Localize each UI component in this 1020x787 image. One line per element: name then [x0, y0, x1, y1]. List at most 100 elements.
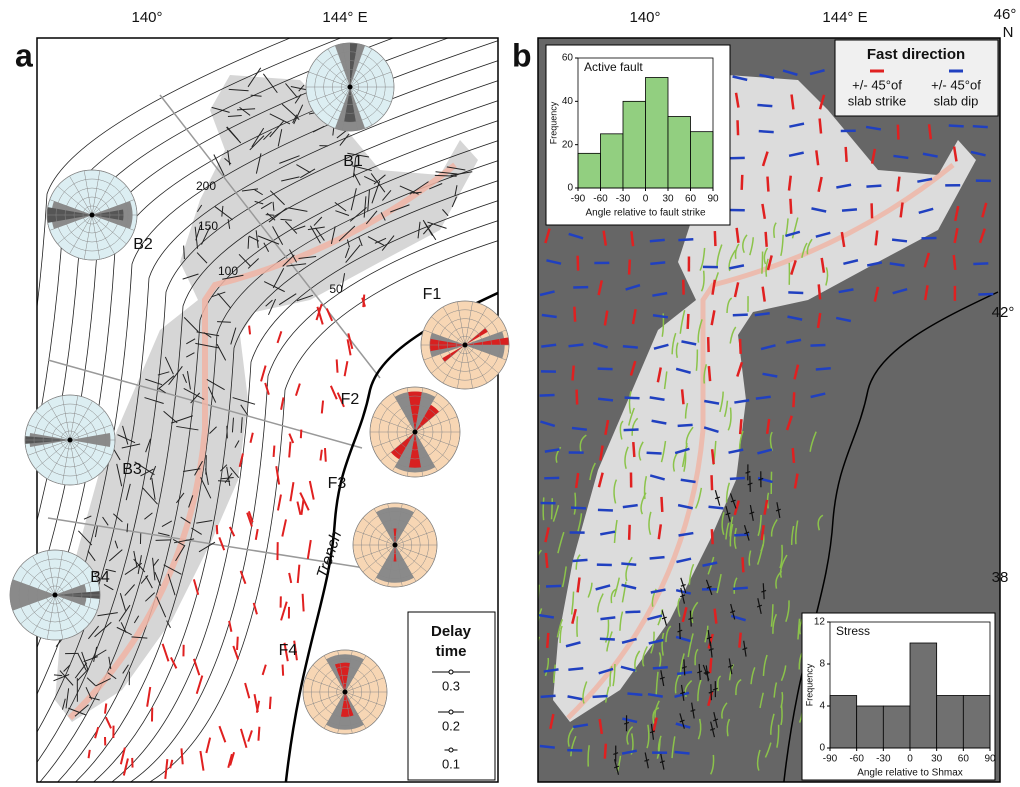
- rose-center: [90, 213, 95, 218]
- fast-dir-strike: [766, 232, 767, 247]
- fast-dir-dip: [600, 617, 615, 619]
- fast-dir-dip: [675, 752, 690, 753]
- fast-dir-dip: [973, 126, 988, 127]
- legend-label: slab dip: [934, 93, 979, 108]
- fast-dir-strike: [767, 177, 768, 192]
- bar: [963, 696, 990, 749]
- fast-dir-dip: [650, 557, 665, 558]
- legend-label: 0.1: [442, 756, 460, 771]
- y-tick-label: 8: [819, 659, 825, 670]
- rose-center: [393, 543, 398, 548]
- fast-dir-strike: [629, 525, 630, 540]
- fast-dir-dip: [571, 508, 586, 509]
- rose-center: [413, 430, 418, 435]
- x-tick-label: -90: [823, 754, 838, 765]
- fast-dir-dip: [842, 209, 857, 210]
- panel-label: b: [512, 37, 532, 73]
- fast-dir-strike: [578, 256, 579, 271]
- x-tick-label: -60: [849, 754, 864, 765]
- fast-dir-dip: [949, 126, 964, 127]
- y-tick-label: 4: [819, 701, 825, 712]
- lat-label: N: [1003, 24, 1014, 41]
- contour-label: 100: [218, 264, 238, 278]
- split-stick-offshore: [181, 748, 182, 764]
- x-tick-label: 60: [958, 754, 970, 765]
- x-tick-label: 30: [931, 754, 943, 765]
- bar: [623, 101, 646, 188]
- fast-dir-strike: [876, 230, 878, 245]
- fast-dir-dip: [650, 240, 665, 241]
- fast-dir-dip: [625, 398, 640, 399]
- fast-dir-dip: [647, 453, 662, 454]
- bar: [601, 134, 624, 188]
- split-stick-offshore: [320, 450, 321, 461]
- rose-center: [68, 438, 73, 443]
- x-tick-label: -30: [616, 194, 631, 205]
- fast-dir-strike: [738, 120, 739, 135]
- fast-dir-dip: [788, 292, 803, 293]
- fast-dir-dip: [810, 345, 825, 346]
- fast-dir-dip: [540, 395, 555, 396]
- region-label: B2: [133, 236, 153, 253]
- fast-dir-dip: [816, 368, 831, 369]
- fast-dir-dip: [866, 186, 881, 187]
- y-axis-label: Frequency: [804, 663, 814, 706]
- fast-dir-dip: [759, 131, 774, 132]
- fast-dir-strike: [709, 366, 710, 381]
- fast-dir-strike: [789, 176, 791, 191]
- y-axis-label: Frequency: [548, 101, 558, 144]
- panel-label: a: [15, 37, 33, 73]
- fast-dir-strike: [547, 633, 548, 648]
- region-label: F1: [423, 286, 442, 303]
- split-stick-offshore: [303, 594, 304, 612]
- fast-dir-dip: [973, 263, 988, 264]
- fast-dir-dip: [978, 294, 993, 295]
- split-stick-offshore: [270, 697, 271, 709]
- fast-dir-strike: [631, 231, 633, 246]
- x-tick-label: 60: [685, 194, 697, 205]
- bar: [857, 706, 884, 748]
- fast-dir-strike: [793, 392, 794, 407]
- fast-dir-strike: [740, 339, 741, 354]
- bar: [883, 706, 910, 748]
- fast-dir-strike: [898, 125, 899, 140]
- fast-dir-dip: [541, 696, 556, 697]
- active-fault: [532, 630, 533, 651]
- fast-dir-strike: [743, 557, 744, 572]
- split-stick-offshore: [322, 401, 323, 414]
- split-stick-offshore: [258, 727, 259, 741]
- fast-dir-dip: [546, 586, 561, 587]
- bar: [668, 117, 691, 189]
- lon-label: 144° E: [822, 9, 867, 26]
- split-stick-offshore: [274, 446, 275, 457]
- fast-dir-dip: [621, 563, 636, 564]
- contour-label: 150: [198, 219, 218, 233]
- x-axis-label: Angle relative to fault strike: [585, 208, 705, 219]
- fast-dir-dip: [757, 105, 772, 106]
- y-tick-label: 60: [562, 53, 574, 64]
- fast-dir-strike: [739, 633, 740, 648]
- lon-label: 144° E: [322, 9, 367, 26]
- region-label: F4: [279, 642, 298, 659]
- fast-dir-strike: [605, 744, 606, 759]
- x-tick-label: 30: [662, 194, 674, 205]
- fast-dir-strike: [661, 497, 662, 512]
- fast-dir-strike: [929, 124, 931, 139]
- y-tick-label: 12: [814, 617, 826, 628]
- fast-dir-strike: [820, 119, 821, 134]
- fast-dir-dip: [540, 746, 555, 748]
- split-stick: [217, 322, 231, 323]
- split-stick: [266, 215, 275, 216]
- split-stick-offshore: [283, 665, 284, 676]
- rose-center: [53, 593, 58, 598]
- contour-label: 50: [329, 282, 343, 296]
- split-stick: [218, 481, 230, 482]
- fast-dir-strike: [546, 553, 547, 568]
- legend-title: Delay: [431, 623, 472, 640]
- fast-dir-dip: [598, 399, 613, 401]
- split-stick-offshore: [363, 295, 364, 308]
- x-tick-label: 0: [907, 754, 913, 765]
- fast-dir-strike: [790, 199, 791, 214]
- fast-dir-strike: [954, 255, 956, 270]
- fast-dir-dip: [600, 639, 615, 640]
